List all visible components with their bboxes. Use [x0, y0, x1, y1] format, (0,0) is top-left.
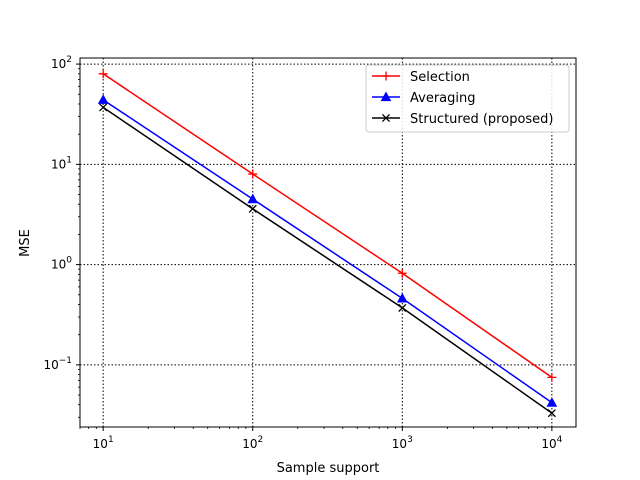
legend-label: Selection — [410, 70, 470, 85]
series-layer — [97, 69, 558, 418]
data-point-marker — [97, 94, 109, 104]
y-axis-label: MSE — [18, 229, 33, 257]
legend-label: Structured (proposed) — [410, 112, 554, 127]
y-tick-label: 100 — [51, 256, 72, 272]
data-point-marker — [98, 69, 108, 79]
y-tick-label: 10−1 — [43, 356, 72, 372]
axes-frame — [79, 57, 577, 428]
data-point-marker — [248, 169, 258, 179]
x-tick-label: 101 — [93, 435, 114, 451]
ticks: 101 102 103 104 10−1 100 101 102 — [43, 55, 562, 451]
series-line — [102, 73, 553, 379]
data-point-marker — [398, 303, 407, 312]
data-point-marker — [546, 397, 558, 407]
x-axis-label: Sample support — [277, 461, 380, 476]
x-tick-label: 103 — [392, 435, 413, 451]
data-point-marker — [547, 372, 557, 382]
series-line — [102, 106, 553, 414]
data-point-marker — [99, 103, 108, 112]
legend-marker — [380, 91, 392, 102]
data-point-marker — [247, 193, 259, 204]
legend-box — [365, 64, 570, 133]
y-tick-label: 102 — [51, 55, 72, 71]
legend-marker — [381, 71, 391, 81]
grid — [80, 58, 576, 427]
y-tick-label: 101 — [51, 155, 72, 171]
data-point-marker — [248, 204, 257, 213]
data-point-marker — [547, 409, 556, 418]
data-point-marker — [396, 292, 408, 303]
legend-marker — [381, 113, 391, 123]
x-tick-label: 102 — [242, 435, 263, 451]
series-line — [102, 99, 553, 404]
legend-label: Averaging — [410, 91, 476, 106]
legend: Selection Averaging Structured (proposed) — [365, 64, 570, 133]
data-point-marker — [397, 268, 407, 278]
x-tick-label: 104 — [541, 435, 562, 451]
